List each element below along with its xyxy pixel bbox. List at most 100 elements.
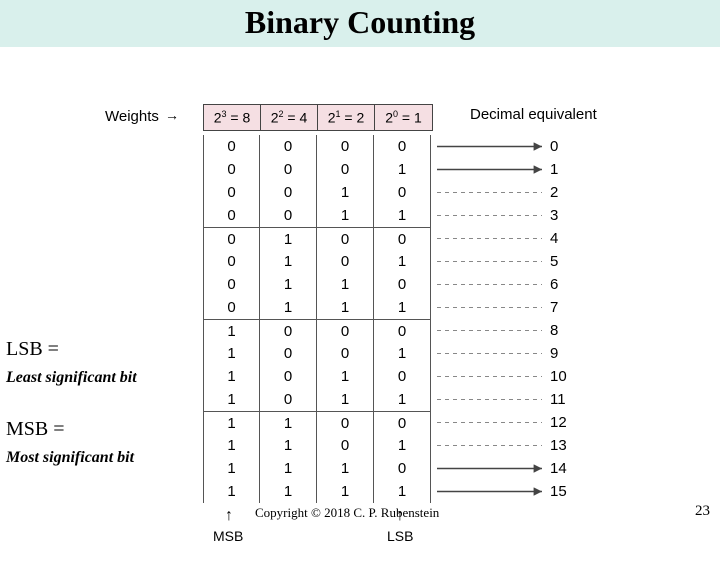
bit-cell: 0 xyxy=(317,158,374,181)
bit-cell: 0 xyxy=(203,250,260,273)
bit-cell: 1 xyxy=(260,250,317,273)
bit-cell: 1 xyxy=(203,412,260,434)
weights-arrow-icon: → xyxy=(165,107,179,123)
table-row: 0000 xyxy=(203,135,431,158)
decimal-cell: 3 xyxy=(550,204,580,227)
table-row: 1101 xyxy=(203,434,431,457)
bit-cell: 1 xyxy=(317,273,374,296)
bit-cell: 0 xyxy=(317,412,374,434)
weight-cell: 20 = 1 xyxy=(375,105,432,130)
decimal-cell: 15 xyxy=(550,480,580,503)
binary-table: 0000000100100011010001010110011110001001… xyxy=(203,135,431,503)
bit-cell: 0 xyxy=(203,228,260,250)
table-row: 1111 xyxy=(203,480,431,503)
decimal-cell: 9 xyxy=(550,342,580,365)
msb-heading: MSB = xyxy=(6,418,134,441)
bit-cell: 0 xyxy=(260,158,317,181)
bit-cell: 1 xyxy=(203,365,260,388)
table-row: 1010 xyxy=(203,365,431,388)
bit-cell: 0 xyxy=(374,273,431,296)
bit-cell: 0 xyxy=(317,135,374,158)
table-row: 0100 xyxy=(203,227,431,250)
bit-cell: 1 xyxy=(260,296,317,319)
bit-cell: 0 xyxy=(374,365,431,388)
bit-cell: 1 xyxy=(260,228,317,250)
decimal-cell: 10 xyxy=(550,365,580,388)
weights-header-box: 23 = 822 = 421 = 220 = 1 xyxy=(203,104,433,131)
lsb-text: Least significant bit xyxy=(6,369,137,387)
msb-up-arrow-icon: ↑ xyxy=(225,507,233,525)
bit-cell: 1 xyxy=(203,320,260,342)
decimal-cell: 4 xyxy=(550,227,580,250)
bit-cell: 1 xyxy=(203,480,260,503)
bit-cell: 0 xyxy=(374,457,431,480)
table-row: 0011 xyxy=(203,204,431,227)
bit-cell: 0 xyxy=(374,320,431,342)
bit-cell: 0 xyxy=(260,320,317,342)
bit-cell: 0 xyxy=(374,228,431,250)
msb-text: Most significant bit xyxy=(6,449,134,467)
table-row: 0111 xyxy=(203,296,431,319)
table-row: 0101 xyxy=(203,250,431,273)
bit-cell: 0 xyxy=(317,434,374,457)
bit-cell: 0 xyxy=(260,342,317,365)
decimal-equivalent-label: Decimal equivalent xyxy=(470,106,597,123)
bit-cell: 1 xyxy=(317,296,374,319)
msb-bottom-label: MSB xyxy=(213,528,243,544)
decimal-cell: 11 xyxy=(550,388,580,411)
bit-cell: 1 xyxy=(374,204,431,227)
bit-cell: 0 xyxy=(260,135,317,158)
table-row: 1011 xyxy=(203,388,431,411)
bit-cell: 1 xyxy=(317,457,374,480)
table-row: 0110 xyxy=(203,273,431,296)
weight-cell: 21 = 2 xyxy=(318,105,375,130)
weight-cell: 22 = 4 xyxy=(261,105,318,130)
bit-cell: 0 xyxy=(260,388,317,411)
bit-cell: 0 xyxy=(260,204,317,227)
decimal-cell: 5 xyxy=(550,250,580,273)
table-row: 1110 xyxy=(203,457,431,480)
table-row: 0001 xyxy=(203,158,431,181)
bit-cell: 1 xyxy=(374,434,431,457)
lsb-definition: LSB = Least significant bit xyxy=(6,338,137,387)
table-row: 1000 xyxy=(203,319,431,342)
bit-cell: 1 xyxy=(203,388,260,411)
bit-cell: 1 xyxy=(317,480,374,503)
weight-cell: 23 = 8 xyxy=(204,105,261,130)
bit-cell: 1 xyxy=(374,250,431,273)
bit-cell: 1 xyxy=(203,342,260,365)
bit-cell: 1 xyxy=(317,365,374,388)
bit-cell: 1 xyxy=(203,434,260,457)
bit-cell: 1 xyxy=(260,273,317,296)
copyright-text: Copyright © 2018 C. P. Rubenstein xyxy=(255,505,439,521)
lsb-heading: LSB = xyxy=(6,338,137,361)
bit-cell: 1 xyxy=(374,296,431,319)
bit-cell: 0 xyxy=(203,204,260,227)
bit-cell: 0 xyxy=(374,181,431,204)
bit-cell: 0 xyxy=(203,181,260,204)
lsb-bottom-label: LSB xyxy=(387,528,413,544)
decimal-column: 0123456789101112131415 xyxy=(550,135,580,503)
decimal-cell: 0 xyxy=(550,135,580,158)
bit-cell: 1 xyxy=(260,434,317,457)
bit-cell: 1 xyxy=(317,388,374,411)
bit-cell: 1 xyxy=(260,457,317,480)
bit-cell: 0 xyxy=(203,296,260,319)
bit-cell: 1 xyxy=(374,388,431,411)
bit-cell: 0 xyxy=(317,342,374,365)
decimal-cell: 12 xyxy=(550,411,580,434)
bit-cell: 0 xyxy=(317,228,374,250)
bit-cell: 0 xyxy=(203,158,260,181)
page-number: 23 xyxy=(695,503,710,520)
bit-cell: 1 xyxy=(374,342,431,365)
bit-cell: 1 xyxy=(203,457,260,480)
decimal-cell: 14 xyxy=(550,457,580,480)
table-row: 1100 xyxy=(203,411,431,434)
bit-cell: 1 xyxy=(374,158,431,181)
decimal-cell: 8 xyxy=(550,319,580,342)
bit-cell: 1 xyxy=(260,412,317,434)
bit-cell: 0 xyxy=(203,135,260,158)
table-row: 0010 xyxy=(203,181,431,204)
bit-cell: 0 xyxy=(374,135,431,158)
bit-cell: 0 xyxy=(203,273,260,296)
